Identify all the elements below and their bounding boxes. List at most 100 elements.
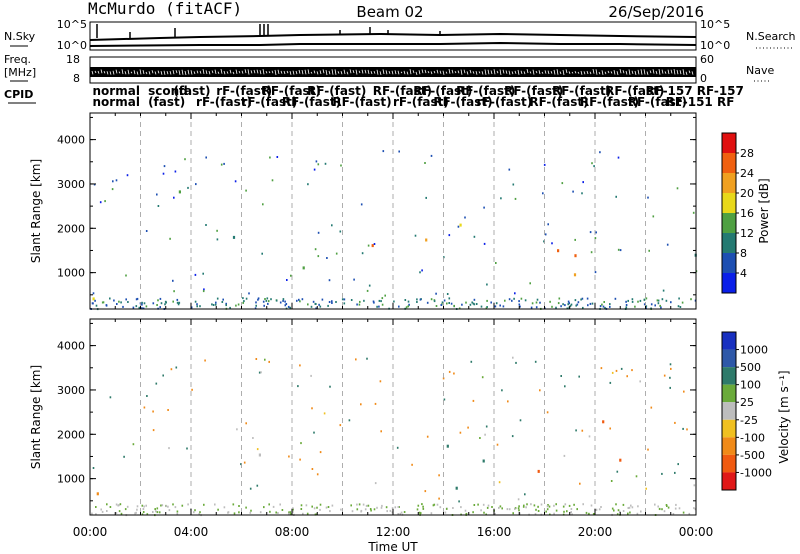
ground-scatter-cell	[654, 304, 656, 307]
freq-texture-mark	[571, 71, 574, 74]
ground-scatter-cell	[580, 298, 582, 301]
velocity-colorbar-tick-label: 100	[740, 379, 761, 392]
cpid-entry: RF-(fast)	[307, 84, 366, 98]
ground-scatter-cell	[472, 302, 475, 305]
ground-scatter-cell	[539, 301, 541, 304]
freq-texture-mark	[601, 70, 604, 75]
freq-texture-mark	[481, 71, 484, 75]
ground-scatter-cell	[272, 505, 275, 508]
ground-scatter-cell	[264, 298, 266, 300]
sparse-cell	[594, 237, 597, 240]
ground-scatter-cell	[115, 512, 118, 515]
sparse-cell	[314, 248, 317, 251]
freq-texture-mark	[418, 70, 421, 75]
ground-scatter-cell	[609, 303, 611, 306]
freq-texture-mark	[265, 70, 268, 74]
ground-scatter-cell	[558, 297, 561, 300]
ground-scatter-cell	[302, 512, 304, 515]
freq-texture-mark	[505, 70, 508, 74]
ground-scatter-cell	[464, 509, 467, 512]
ground-scatter-cell	[178, 301, 181, 304]
sparse-cell	[470, 360, 473, 363]
ground-scatter-cell	[138, 306, 141, 309]
ground-scatter-cell	[165, 505, 167, 508]
sparse-cell	[223, 162, 225, 165]
sparse-cell	[276, 156, 279, 158]
ground-scatter-cell	[282, 299, 284, 302]
sparse-cell	[300, 442, 302, 445]
ground-scatter-cell	[501, 507, 503, 510]
ground-scatter-cell	[125, 298, 127, 301]
ground-scatter-cell	[480, 509, 482, 512]
y-tick-label: 2000	[57, 222, 85, 235]
velocity-colorbar-swatch	[722, 472, 736, 490]
sparse-cell	[268, 360, 270, 363]
freq-texture-mark	[358, 70, 361, 74]
freq-texture-mark	[439, 70, 442, 74]
freq-texture-mark	[340, 70, 343, 75]
cpid-entry: RF-(fast)	[413, 84, 472, 98]
ground-scatter-cell	[546, 508, 549, 511]
ground-scatter-cell	[486, 506, 489, 509]
ground-scatter-cell	[433, 300, 436, 303]
ground-scatter-cell	[358, 503, 361, 506]
freq-texture-mark	[310, 71, 313, 74]
freq-texture-mark	[532, 69, 535, 75]
ground-scatter-cell	[257, 298, 259, 301]
sparse-cell	[316, 473, 319, 476]
sparse-cell	[479, 437, 481, 439]
ground-scatter-cell	[627, 512, 629, 515]
sparse-cell	[551, 242, 553, 245]
ground-scatter-cell	[418, 511, 421, 514]
ground-scatter-cell	[530, 503, 532, 506]
ground-scatter-cell	[237, 303, 240, 306]
sparse-cell	[204, 359, 206, 362]
ground-scatter-cell	[194, 300, 197, 303]
station-title: McMurdo (fitACF)	[88, 0, 242, 18]
ground-scatter-cell	[589, 302, 592, 305]
freq-texture-mark	[133, 70, 136, 75]
freq-band-texture	[91, 68, 694, 76]
sparse-cell	[109, 396, 112, 399]
ground-scatter-cell	[555, 503, 557, 506]
nsky-label: N.Sky	[4, 30, 36, 43]
sparse-cell	[194, 273, 197, 276]
ground-scatter-cell	[404, 299, 407, 301]
sparse-cell	[446, 293, 449, 295]
ground-scatter-cell	[517, 507, 520, 510]
sparse-cell	[661, 472, 663, 475]
ground-scatter-cell	[268, 503, 270, 506]
sparse-cell	[163, 165, 166, 168]
ground-scatter-cell	[475, 303, 478, 305]
freq-texture-mark	[154, 71, 157, 75]
power-colorbar-swatch	[722, 173, 736, 193]
ground-scatter-cell	[222, 298, 224, 301]
freq-texture-mark	[580, 70, 583, 75]
sparse-cell	[483, 206, 485, 209]
sparse-cell	[366, 289, 369, 292]
ground-scatter-cell	[141, 301, 143, 304]
freq-texture-mark	[388, 70, 391, 74]
sparse-cell	[162, 374, 164, 377]
sparse-cell	[599, 151, 601, 154]
sparse-cell	[448, 234, 451, 237]
freq-texture-mark	[493, 69, 496, 75]
ground-scatter-cell	[176, 298, 179, 301]
sparse-cell	[539, 389, 541, 392]
sparse-cell	[669, 376, 671, 379]
freq-texture-mark	[643, 69, 646, 75]
sparse-cell	[472, 399, 475, 402]
ground-scatter-cell	[255, 304, 257, 307]
ground-scatter-cell	[588, 512, 590, 515]
power-panel: 1000 2000 3000 4000 Slant Range [km]	[29, 112, 698, 311]
ground-scatter-cell	[448, 302, 450, 304]
velocity-colorbar-swatch	[722, 454, 736, 473]
ground-scatter-cell	[595, 508, 598, 511]
ground-scatter-cell	[176, 510, 179, 513]
power-time-gridlines	[89, 113, 697, 309]
freq-texture-mark	[220, 68, 223, 74]
freq-texture-mark	[670, 69, 673, 74]
ground-scatter-cell	[141, 504, 144, 507]
ground-scatter-cell	[533, 504, 536, 507]
freq-texture-mark	[364, 69, 367, 74]
